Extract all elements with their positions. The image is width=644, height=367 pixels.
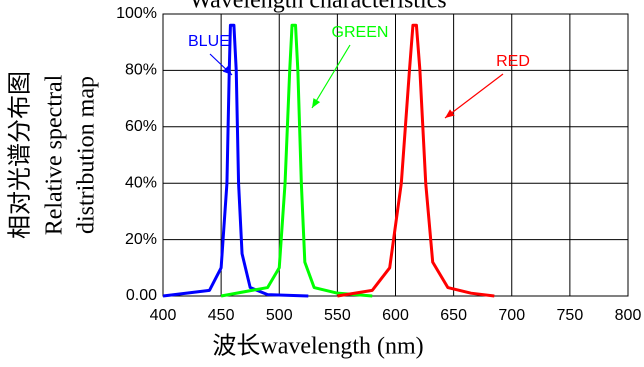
y-tick-label: 20% — [125, 231, 157, 248]
series-line — [337, 23, 495, 298]
y-tick-label: 80% — [125, 62, 157, 79]
y-tick-label: 0.00 — [126, 287, 157, 304]
y-tick-label: 100% — [116, 5, 157, 22]
series-line — [162, 23, 309, 298]
x-tick-label: 650 — [440, 307, 467, 324]
arrow-head — [445, 109, 455, 118]
y-axis-label: Relative spectral — [42, 74, 68, 235]
annotation: GREEN — [332, 24, 389, 41]
y-axis-label-cn: 相对光谱分布图 — [7, 71, 34, 239]
annotation: BLUE — [188, 33, 230, 50]
x-axis-label: 波长wavelength (nm) — [212, 333, 423, 360]
x-tick-label: 400 — [150, 307, 177, 324]
x-tick-label: 450 — [208, 307, 235, 324]
arrow-head — [312, 98, 321, 108]
chart-title: Wavelength characteristics — [189, 0, 446, 14]
x-tick-label: 500 — [266, 307, 293, 324]
x-tick-label: 700 — [498, 307, 525, 324]
annotation-arrow — [311, 44, 351, 109]
x-tick-label: 600 — [382, 307, 409, 324]
series-line — [220, 23, 373, 298]
plot-frame — [162, 13, 629, 297]
y-tick-label: 40% — [125, 174, 157, 191]
arrow-head — [222, 65, 232, 75]
annotation-arrow — [444, 73, 504, 119]
x-tick-label: 800 — [615, 307, 642, 324]
annotation: RED — [496, 53, 530, 70]
y-tick-label: 60% — [125, 118, 157, 135]
x-tick-label: 550 — [324, 307, 351, 324]
x-tick-label: 750 — [557, 307, 584, 324]
y-axis-label: distribution map — [74, 76, 100, 234]
